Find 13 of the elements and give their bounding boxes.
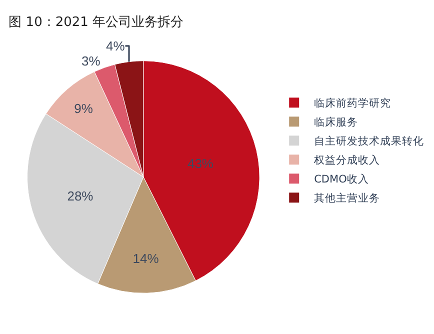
data-label: 9% [74,100,94,116]
data-label: 14% [132,251,160,266]
legend-label: 临床服务 [314,116,358,129]
legend-label: CDMO收入 [314,172,369,186]
legend-label: 自主研发技术成果转化 [314,134,424,148]
chart-title: 图 10：2021 年公司业务拆分 [8,14,184,30]
data-label: 4% [106,38,126,54]
data-label: 3% [81,53,101,68]
legend-label: 其他主营业务 [314,192,380,205]
legend-label: 权益分成收入 [313,154,380,167]
legend-label: 临床前药学研究 [314,96,392,110]
data-label: 28% [67,188,94,204]
data-label: 43% [187,156,214,171]
